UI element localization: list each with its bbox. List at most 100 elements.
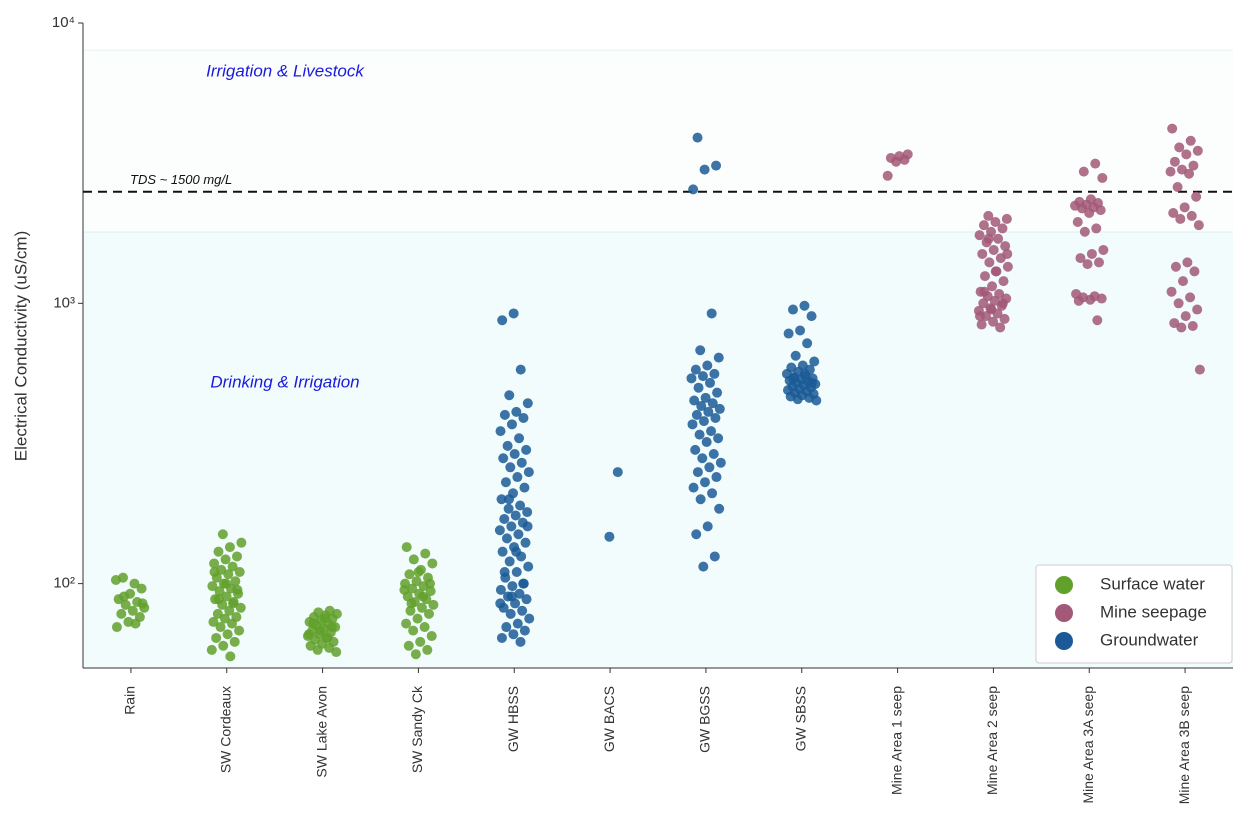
- data-point: [998, 276, 1009, 287]
- data-point: [521, 594, 532, 605]
- data-point: [502, 440, 513, 451]
- data-point: [693, 382, 704, 393]
- data-point: [1097, 172, 1108, 183]
- data-point: [1166, 286, 1177, 297]
- data-point: [520, 537, 531, 548]
- data-point: [522, 507, 533, 518]
- data-point: [1175, 213, 1186, 224]
- data-point: [401, 618, 412, 629]
- data-point: [495, 598, 506, 609]
- data-point: [983, 210, 994, 221]
- data-point: [217, 529, 228, 540]
- data-point: [426, 631, 437, 642]
- data-point: [227, 561, 238, 572]
- x-tick-label: Mine Area 1 seep: [888, 686, 904, 795]
- data-point: [792, 394, 803, 405]
- data-point: [507, 581, 518, 592]
- data-point: [524, 613, 535, 624]
- data-point: [405, 605, 416, 616]
- data-point: [891, 156, 902, 167]
- data-point: [979, 271, 990, 282]
- data-point: [219, 613, 230, 624]
- data-point: [695, 494, 706, 505]
- data-point: [225, 651, 236, 662]
- data-point: [505, 608, 516, 619]
- data-point: [1079, 226, 1090, 237]
- data-point: [213, 594, 224, 605]
- data-point: [404, 569, 415, 580]
- data-point: [222, 629, 233, 640]
- data-point: [978, 298, 989, 309]
- data-point: [522, 521, 533, 532]
- data-point: [230, 576, 241, 587]
- data-point: [1082, 259, 1093, 270]
- data-point: [713, 352, 724, 363]
- data-point: [1072, 217, 1083, 228]
- data-point: [501, 533, 512, 544]
- data-point: [707, 488, 718, 499]
- data-point: [997, 223, 1008, 234]
- data-point: [403, 640, 414, 651]
- data-point: [408, 625, 419, 636]
- data-point: [783, 328, 794, 339]
- data-point: [117, 572, 128, 583]
- data-point: [331, 647, 342, 658]
- data-point: [686, 373, 697, 384]
- data-point: [990, 266, 1001, 277]
- data-point: [518, 412, 529, 423]
- data-point: [415, 636, 426, 647]
- data-point: [705, 377, 716, 388]
- data-point: [494, 525, 505, 536]
- data-point: [1191, 191, 1202, 202]
- data-point: [709, 551, 720, 562]
- data-point: [416, 602, 427, 613]
- data-point: [136, 583, 147, 594]
- data-point: [228, 598, 239, 609]
- data-point: [516, 457, 527, 468]
- reference-label: TDS ~ 1500 mg/L: [130, 172, 232, 187]
- data-point: [209, 567, 220, 578]
- x-tick-label: SW Cordeaux: [217, 686, 233, 773]
- data-point: [326, 622, 337, 633]
- y-tick-label: 10³: [53, 294, 75, 311]
- data-point: [715, 457, 726, 468]
- data-point: [979, 286, 990, 297]
- data-point: [1173, 298, 1184, 309]
- data-point: [425, 586, 436, 597]
- data-point: [130, 618, 141, 629]
- data-point: [1186, 210, 1197, 221]
- data-point: [708, 449, 719, 460]
- data-point: [990, 217, 1001, 228]
- data-point: [691, 529, 702, 540]
- data-point: [423, 608, 434, 619]
- legend-label: Mine seepage: [1100, 602, 1207, 621]
- data-point: [995, 322, 1006, 333]
- x-tick-label: GW HBSS: [505, 686, 521, 752]
- data-point: [799, 300, 810, 311]
- data-point: [1174, 142, 1185, 153]
- data-point: [997, 298, 1008, 309]
- data-point: [229, 636, 240, 647]
- data-point: [688, 482, 699, 493]
- data-point: [1179, 202, 1190, 213]
- y-tick-label: 10⁴: [52, 14, 75, 31]
- data-point: [504, 390, 515, 401]
- data-point: [308, 618, 319, 629]
- data-point: [976, 319, 987, 330]
- data-point: [806, 311, 817, 322]
- data-point: [688, 184, 699, 195]
- data-point: [1075, 253, 1086, 264]
- data-point: [508, 629, 519, 640]
- data-point: [220, 578, 231, 589]
- data-point: [406, 598, 417, 609]
- data-point: [517, 605, 528, 616]
- data-point: [691, 409, 702, 420]
- data-point: [711, 160, 722, 171]
- data-point: [427, 558, 438, 569]
- data-point: [1093, 257, 1104, 268]
- data-point: [504, 494, 515, 505]
- data-point: [224, 542, 235, 553]
- data-point: [699, 164, 710, 175]
- data-point: [221, 591, 232, 602]
- data-point: [506, 419, 517, 430]
